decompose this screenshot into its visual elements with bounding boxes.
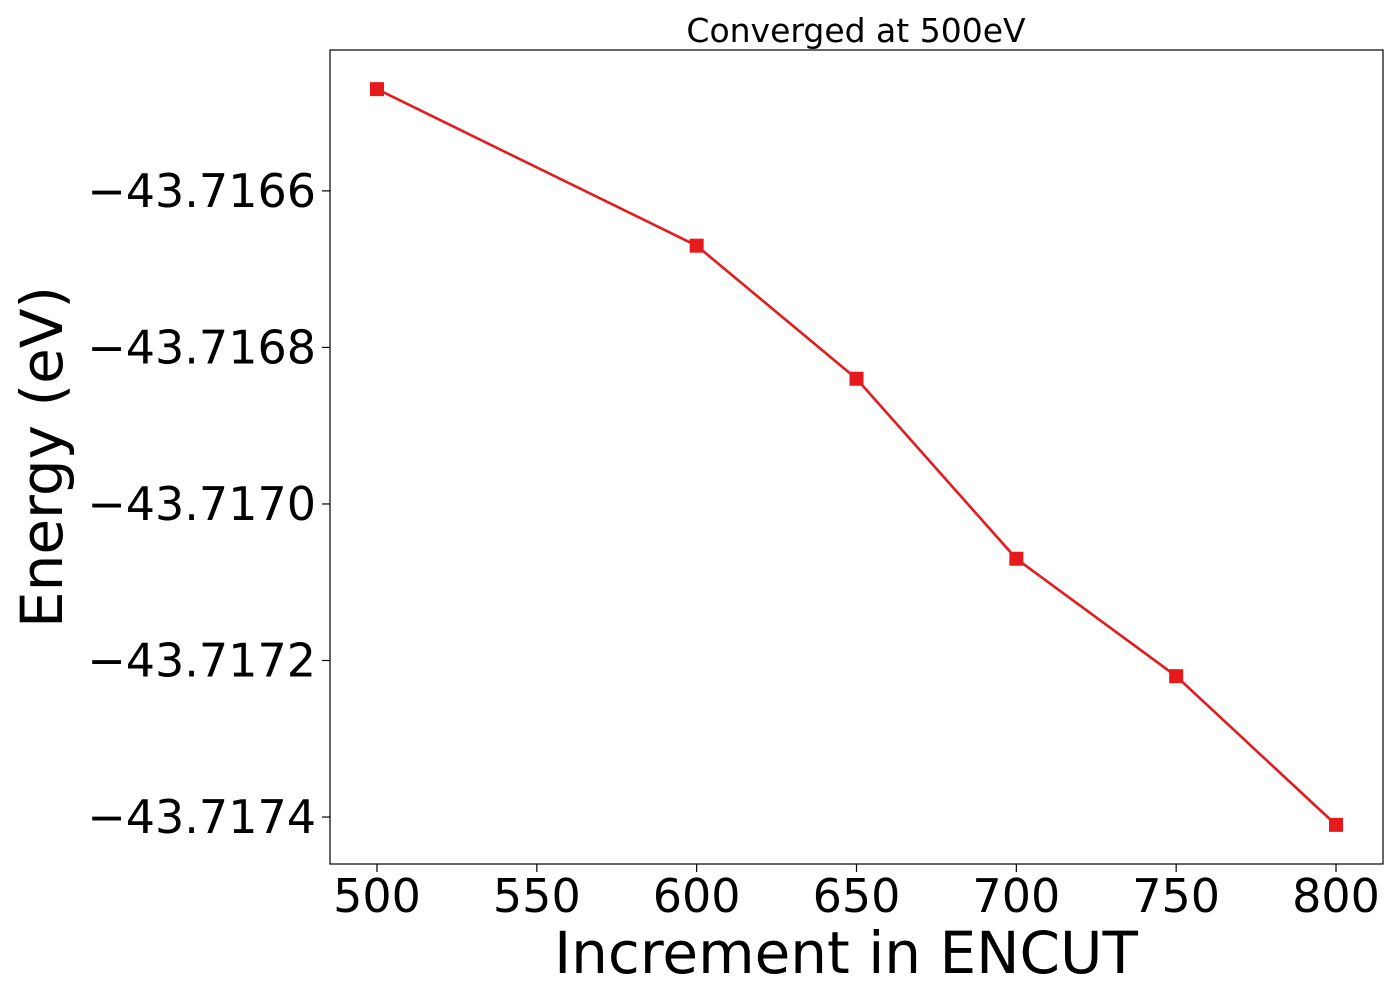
x-tick-label: 800 xyxy=(1292,869,1380,923)
data-point-marker xyxy=(849,371,864,386)
x-tick-label: 700 xyxy=(972,869,1060,923)
ticks-layer: 500 550 600 650 700 750 800 −43.7166 −43.7168 −43… xyxy=(87,164,1380,923)
plot-area-frame xyxy=(329,49,1384,865)
y-tick-label: −43.7174 xyxy=(87,790,316,844)
x-tick-label: 750 xyxy=(1132,869,1220,923)
series-layer xyxy=(369,82,1344,832)
data-point-marker xyxy=(369,82,384,97)
x-tick-label: 500 xyxy=(333,869,421,923)
chart-title: Converged at 500eV xyxy=(686,11,1026,50)
data-point-marker xyxy=(1329,817,1344,832)
y-axis-label: Energy (eV) xyxy=(8,286,76,628)
x-axis-label: Increment in ENCUT xyxy=(554,919,1138,987)
y-tick-label: −43.7172 xyxy=(87,634,316,688)
data-point-marker xyxy=(1169,669,1184,684)
y-tick-label: −43.7168 xyxy=(87,320,316,374)
y-tick-label: −43.7166 xyxy=(87,164,316,218)
x-tick-label: 550 xyxy=(493,869,581,923)
x-tick-label: 600 xyxy=(653,869,741,923)
x-tick-label: 650 xyxy=(813,869,901,923)
data-point-marker xyxy=(689,238,704,253)
y-tick-label: −43.7170 xyxy=(87,477,316,531)
series-line xyxy=(376,87,1337,826)
data-point-marker xyxy=(1009,551,1024,566)
